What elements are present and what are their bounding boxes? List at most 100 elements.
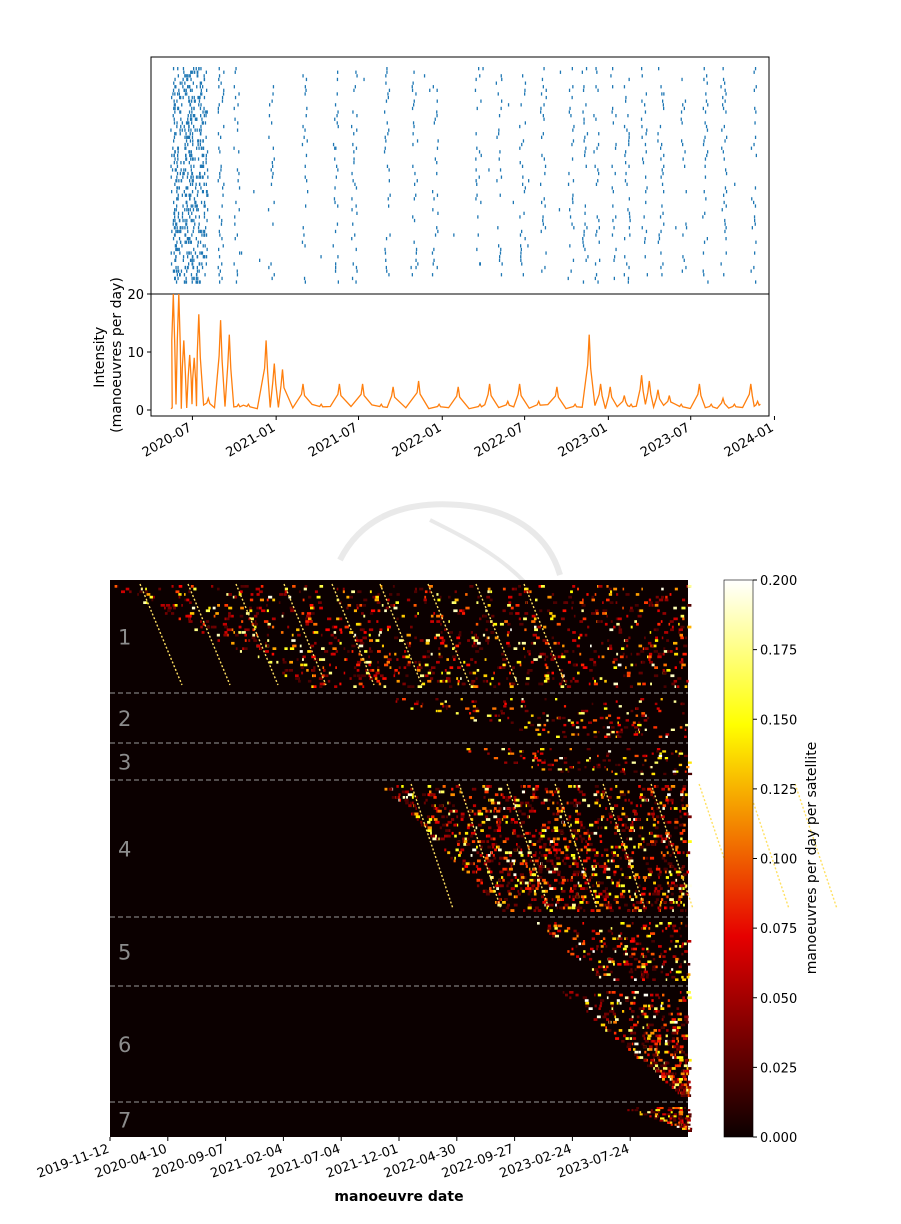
raster-tick bbox=[336, 164, 338, 168]
heat-cell bbox=[527, 669, 529, 672]
heat-cell bbox=[339, 682, 342, 686]
heat-cell bbox=[239, 614, 244, 618]
heat-cell bbox=[631, 1015, 634, 1019]
heat-cell bbox=[510, 606, 514, 610]
x-tick-label: 2023-01 bbox=[556, 420, 611, 460]
raster-tick bbox=[598, 226, 600, 230]
raster-tick bbox=[628, 164, 630, 168]
heat-cell bbox=[265, 604, 268, 607]
heat-cell bbox=[228, 612, 231, 615]
heat-cell bbox=[566, 818, 571, 821]
raster-tick bbox=[475, 179, 477, 183]
heat-cell bbox=[628, 1048, 631, 1051]
raster-tick bbox=[172, 114, 174, 118]
raster-tick bbox=[220, 164, 222, 168]
raster-tick bbox=[623, 124, 626, 129]
heat-cell bbox=[556, 622, 561, 626]
raster-tick bbox=[723, 200, 725, 205]
raster-tick bbox=[662, 171, 664, 176]
heat-cell bbox=[682, 829, 685, 832]
heat-cell bbox=[641, 965, 646, 969]
heat-cell bbox=[407, 685, 412, 688]
raster-tick bbox=[176, 171, 179, 176]
raster-tick bbox=[411, 85, 413, 89]
heat-cell bbox=[525, 887, 529, 890]
raster-tick bbox=[569, 106, 571, 111]
heat-cell bbox=[671, 1018, 676, 1021]
heat-cell bbox=[667, 889, 670, 893]
heat-cell bbox=[551, 719, 555, 722]
heat-cell bbox=[672, 1115, 677, 1118]
raster-tick bbox=[582, 88, 585, 92]
heat-cell bbox=[510, 752, 515, 755]
heat-cell bbox=[278, 601, 281, 604]
heat-cell bbox=[460, 677, 462, 680]
heat-cell bbox=[599, 1004, 602, 1008]
raster-tick bbox=[190, 114, 192, 118]
heat-cell bbox=[654, 639, 659, 642]
heat-cell bbox=[387, 658, 392, 661]
raster-tick bbox=[542, 222, 544, 226]
raster-tick bbox=[238, 92, 240, 96]
raster-tick bbox=[415, 265, 417, 270]
raster-tick bbox=[234, 215, 236, 219]
heat-cell bbox=[574, 820, 579, 824]
heat-cell bbox=[671, 845, 674, 849]
heat-cell bbox=[256, 644, 261, 648]
raster-tick bbox=[685, 190, 687, 194]
heat-cell bbox=[520, 854, 524, 857]
heat-cell bbox=[575, 892, 579, 896]
heat-cell bbox=[427, 679, 432, 683]
heat-cell bbox=[615, 1037, 620, 1040]
heat-cell bbox=[579, 901, 584, 904]
raster-tick bbox=[437, 229, 439, 234]
raster-tick bbox=[386, 121, 388, 125]
heat-cell bbox=[296, 658, 299, 661]
heat-cell bbox=[615, 884, 619, 888]
heat-cell bbox=[652, 843, 656, 846]
heat-cell bbox=[344, 625, 349, 629]
heat-cell bbox=[319, 585, 324, 588]
heat-cell bbox=[509, 707, 514, 710]
heat-cell bbox=[487, 590, 490, 594]
heat-cell bbox=[651, 812, 655, 816]
heat-cell bbox=[609, 815, 613, 819]
heat-cell bbox=[643, 1012, 647, 1016]
raster-tick bbox=[206, 247, 208, 252]
raster-tick bbox=[202, 161, 204, 165]
heat-cell bbox=[629, 685, 633, 688]
raster-tick bbox=[571, 157, 574, 161]
heat-cell bbox=[650, 1061, 653, 1065]
raster-tick bbox=[660, 85, 662, 89]
heat-cell bbox=[624, 845, 628, 849]
heat-cell bbox=[497, 714, 500, 717]
raster-tick bbox=[192, 255, 194, 259]
heat-cell bbox=[444, 848, 447, 852]
heat-cell bbox=[662, 652, 665, 656]
heat-cell bbox=[267, 622, 271, 626]
heat-cell bbox=[579, 834, 582, 838]
heat-cell bbox=[562, 991, 565, 994]
heat-cell bbox=[507, 889, 511, 893]
raster-tick bbox=[628, 77, 630, 82]
raster-tick bbox=[191, 95, 193, 100]
heat-cell bbox=[190, 585, 194, 588]
raster-tick bbox=[586, 132, 589, 136]
heat-cell bbox=[613, 666, 618, 669]
heat-cell bbox=[684, 812, 689, 816]
heat-cell bbox=[205, 620, 210, 623]
raster-tick bbox=[180, 110, 182, 114]
raster-tick bbox=[721, 146, 723, 150]
heat-cell bbox=[580, 663, 585, 667]
heat-cell bbox=[684, 909, 687, 912]
raster-tick bbox=[236, 128, 239, 132]
heat-cell bbox=[548, 798, 551, 802]
heat-cell bbox=[483, 748, 488, 751]
raster-tick bbox=[623, 273, 625, 277]
heat-cell bbox=[681, 1094, 684, 1097]
heat-cell bbox=[670, 843, 675, 846]
heat-cell bbox=[582, 726, 587, 729]
heat-cell bbox=[250, 617, 254, 621]
heat-cell bbox=[349, 677, 352, 680]
heat-cell bbox=[638, 644, 643, 648]
